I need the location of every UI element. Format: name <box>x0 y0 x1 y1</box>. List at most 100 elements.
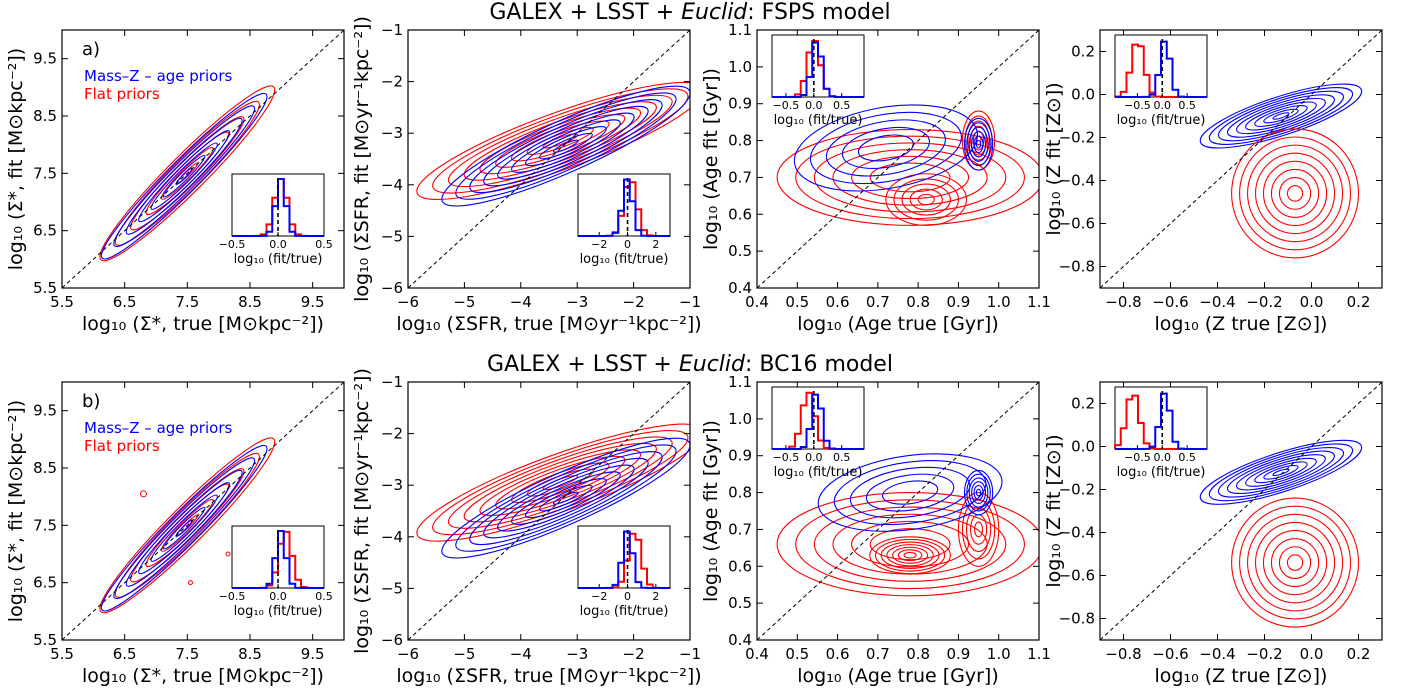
x-tick-label: 0.0 <box>1300 293 1324 311</box>
red-contour <box>874 538 946 572</box>
y-tick-label: 1.1 <box>728 21 752 39</box>
blue-contour <box>1272 112 1290 120</box>
red-contour <box>1270 538 1320 588</box>
x-tick-label: 6.5 <box>113 645 137 663</box>
red-contour <box>1239 136 1352 251</box>
inset-x-axis-label: log₁₀ (fit/true) <box>774 113 863 128</box>
blue-contour <box>552 491 579 505</box>
red-contour <box>776 492 1039 597</box>
red-contour <box>969 514 988 545</box>
red-contour <box>479 449 642 516</box>
blue-contour <box>538 132 593 160</box>
x-tick-label: 1.1 <box>1027 645 1051 663</box>
x-tick-label: 1.0 <box>987 645 1011 663</box>
blue-contour <box>455 92 677 200</box>
inset-blue-histogram <box>1115 40 1207 98</box>
blue-contour <box>1263 464 1299 480</box>
y-tick-label: −1 <box>381 373 403 391</box>
red-contour <box>903 551 917 559</box>
y-tick-label: 0.7 <box>728 520 752 538</box>
x-tick-label: 5.5 <box>50 293 74 311</box>
axes-frame <box>1099 381 1383 641</box>
blue-contour <box>966 473 991 512</box>
x-tick-label: 1.0 <box>987 293 1011 311</box>
inset-x-tick-label: 0.5 <box>1178 451 1196 464</box>
x-tick-label: 0.7 <box>866 293 890 311</box>
x-tick-label: 0.5 <box>785 293 809 311</box>
blue-contour <box>817 453 1003 532</box>
y-tick-label: 0.8 <box>728 484 752 502</box>
y-tick-label: 0.2 <box>1071 43 1095 61</box>
inset-blue-histogram <box>578 530 670 589</box>
red-contour <box>114 452 260 598</box>
blue-contour <box>971 481 987 504</box>
blue-contour <box>841 126 930 169</box>
inset-x-tick-label: −2 <box>591 238 607 251</box>
blue-contour <box>975 139 982 149</box>
red-contour <box>885 173 968 226</box>
red-contour <box>893 178 959 221</box>
x-tick-label: 0.6 <box>826 645 850 663</box>
y-tick-label: 7.5 <box>33 516 57 534</box>
blue-contour <box>1208 87 1354 145</box>
plot-area <box>408 382 690 640</box>
y-tick-label: 5.5 <box>33 631 57 649</box>
x-tick-label: −6 <box>397 293 419 311</box>
chart-panel: −0.8 −0.6 −0.4 −0.2 0.0 0.2 −0.8 −0.6 −0.4 −0.2 0.… <box>1043 381 1383 687</box>
blue-contour <box>1208 443 1354 502</box>
x-tick-label: 0.8 <box>906 293 930 311</box>
row-title-prefix: GALEX + LSST + <box>489 0 682 25</box>
red-contour <box>869 162 951 193</box>
plot-area <box>757 30 1039 288</box>
row-title-suffix: : FSPS model <box>747 0 891 25</box>
y-tick-label: 0.8 <box>728 132 752 150</box>
red-contour <box>99 85 276 262</box>
blue-contour <box>150 142 218 210</box>
red-contour <box>970 125 988 156</box>
y-tick-label: 0.4 <box>728 279 752 297</box>
red-contour <box>495 455 626 510</box>
red-contour <box>160 146 214 200</box>
blue-contour <box>511 119 621 173</box>
x-tick-label: 0.9 <box>946 645 970 663</box>
x-tick-label: −3 <box>566 293 588 311</box>
x-axis-label: log₁₀ (Z true [Z⊙]) <box>1155 313 1328 335</box>
red-contour <box>99 437 276 614</box>
inset-x-axis-label: log₁₀ (fit/true) <box>234 604 323 619</box>
inset-x-tick-label: 0 <box>624 238 631 251</box>
axes-frame <box>407 381 691 641</box>
blue-contour <box>857 134 914 162</box>
blue-contour <box>511 471 621 525</box>
y-tick-label: 0.9 <box>728 95 752 113</box>
axes-frame <box>756 29 1040 289</box>
blue-contour <box>881 480 939 505</box>
inset-x-tick-label: 0 <box>624 590 631 603</box>
blue-contour <box>125 469 243 587</box>
red-contour <box>160 498 214 552</box>
blue-contour <box>100 92 268 260</box>
y-tick-label: −0.4 <box>1059 524 1095 542</box>
inset-x-axis-label: log₁₀ (fit/true) <box>580 604 669 619</box>
blue-contour <box>849 466 971 519</box>
red-contour <box>776 128 1039 226</box>
plot-area <box>757 382 1039 640</box>
inset-x-axis-label: log₁₀ (fit/true) <box>234 252 323 267</box>
y-tick-label: −5 <box>381 227 403 245</box>
y-tick-label: 8.5 <box>33 459 57 477</box>
inset-x-tick-label: 0.5 <box>833 451 851 464</box>
inset-x-tick-label: 2 <box>652 590 659 603</box>
red-contour <box>869 528 951 561</box>
one-to-one-line <box>757 30 1039 288</box>
y-tick-label: −6 <box>381 279 403 297</box>
x-tick-label: −1 <box>679 645 701 663</box>
one-to-one-line <box>1100 30 1382 288</box>
blue-contour <box>150 494 218 562</box>
red-contour <box>880 541 940 569</box>
red-contour <box>1286 185 1304 202</box>
y-axis-label: log₁₀ (Z fit [Z⊙]) <box>1043 82 1065 235</box>
x-tick-label: 7.5 <box>175 293 199 311</box>
